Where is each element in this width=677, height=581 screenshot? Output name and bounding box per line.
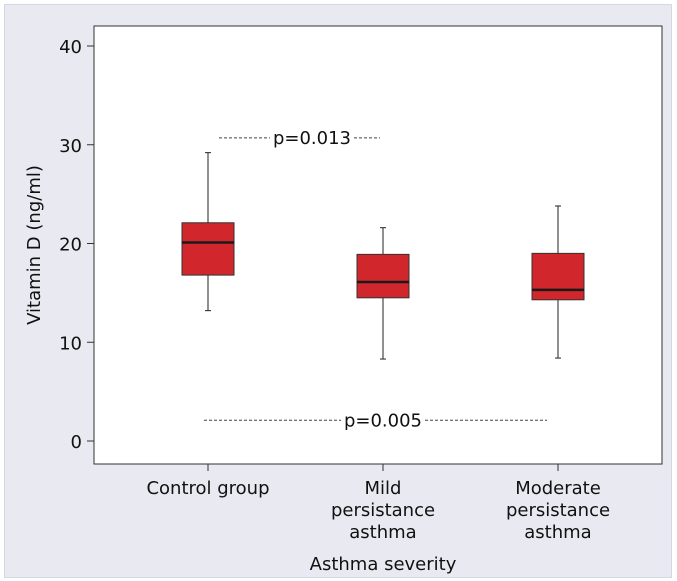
- iqr-box: [531, 252, 585, 301]
- y-tick-label: 0: [71, 432, 82, 453]
- p-value-control-vs-moderate-label: p=0.005: [344, 410, 422, 431]
- iqr-box: [181, 222, 235, 276]
- y-axis-title: Vitamin D (ng/ml): [24, 165, 45, 325]
- x-category-label: asthma: [524, 522, 591, 543]
- x-category-label: Control group: [146, 478, 269, 499]
- x-axis-title: Asthma severity: [310, 554, 457, 575]
- y-tick-label: 40: [59, 37, 82, 58]
- plot-area: [93, 25, 663, 465]
- y-tick-label: 10: [59, 333, 82, 354]
- x-category-label: Moderate: [515, 478, 601, 499]
- x-category-label: persistance: [506, 500, 610, 521]
- y-tick-label: 30: [59, 136, 82, 157]
- x-category-label: asthma: [349, 522, 416, 543]
- iqr-box: [356, 253, 410, 299]
- y-tick-label: 20: [59, 235, 82, 256]
- x-category-label: persistance: [331, 500, 435, 521]
- x-category-label: Mild: [365, 478, 402, 499]
- p-value-control-vs-mild-label: p=0.013: [273, 128, 351, 149]
